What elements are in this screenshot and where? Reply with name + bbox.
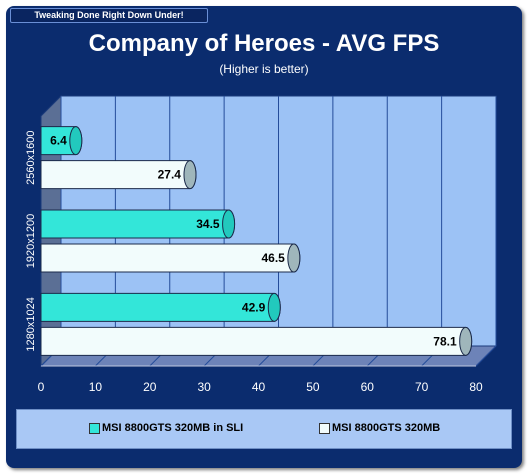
x-tick-label: 70: [415, 380, 429, 394]
x-tick-label: 50: [306, 380, 320, 394]
bar: [40, 326, 473, 356]
category-label: 2560x1600: [25, 130, 37, 184]
bar-end-cap: [287, 243, 301, 273]
data-label: 42.9: [242, 300, 266, 314]
bar-end-cap: [222, 209, 236, 239]
x-tick-label: 80: [469, 380, 483, 394]
legend: MSI 8800GTS 320MB in SLI MSI 8800GTS 320…: [16, 409, 512, 449]
legend-swatch-sli: [89, 422, 100, 434]
bar-end-cap: [69, 126, 83, 156]
category-label: 1280x1024: [25, 297, 37, 351]
data-label: 78.1: [433, 334, 457, 348]
data-label: 6.4: [50, 134, 67, 148]
data-label: 34.5: [196, 217, 220, 231]
grid-floor-line: [475, 345, 497, 367]
legend-swatch-single: [319, 422, 330, 434]
bar-end-cap: [459, 326, 473, 356]
legend-item-single: MSI 8800GTS 320MB: [319, 422, 440, 434]
data-label: 46.5: [261, 251, 285, 265]
x-tick-label: 60: [361, 380, 375, 394]
chart-title: Company of Heroes - AVG FPS: [88, 30, 440, 57]
category-label: 1920x1200: [25, 214, 37, 268]
bar-end-cap: [183, 160, 197, 190]
chart-subtitle: (Higher is better): [219, 62, 309, 76]
x-tick-label: 20: [143, 380, 157, 394]
x-tick-label: 10: [89, 380, 103, 394]
site-banner: Tweaking Done Right Down Under!: [10, 8, 208, 23]
x-tick-label: 30: [197, 380, 211, 394]
data-label: 27.4: [158, 168, 182, 182]
legend-label-single: MSI 8800GTS 320MB: [332, 422, 441, 434]
bar-end-cap: [267, 292, 281, 322]
x-tick-label: 0: [38, 380, 45, 394]
legend-item-sli: MSI 8800GTS 320MB in SLI: [89, 422, 243, 434]
x-tick-label: 40: [252, 380, 266, 394]
legend-label-sli: MSI 8800GTS 320MB in SLI: [102, 422, 244, 434]
